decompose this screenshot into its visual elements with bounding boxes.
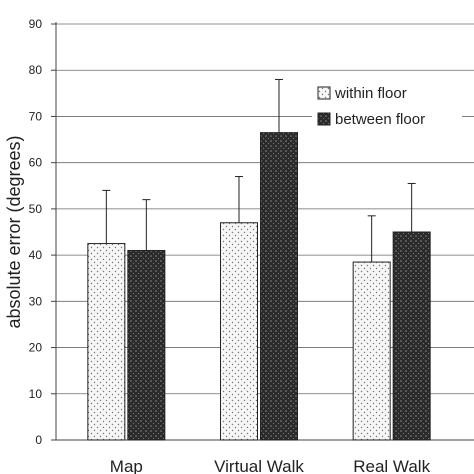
x-category-label-0: Map xyxy=(110,457,143,474)
y-axis-title: absolute error (degrees) xyxy=(4,135,24,328)
y-tick-label-10: 10 xyxy=(29,387,43,401)
legend-label-between-floor: between floor xyxy=(335,111,425,128)
bar-between-floor-1 xyxy=(260,132,298,441)
y-tick-label-90: 90 xyxy=(29,17,43,31)
bar-between-floor-0 xyxy=(127,249,166,441)
bar-within-floor-2 xyxy=(352,261,391,441)
y-tick-label-40: 40 xyxy=(29,248,43,262)
y-tick-label-60: 60 xyxy=(29,156,43,170)
x-axis-categories: Map Virtual Walk Real Walk xyxy=(110,457,431,474)
legend-swatch-between-floor xyxy=(317,112,331,126)
error-bars xyxy=(102,78,416,263)
y-axis-ticks: 0 10 20 30 40 50 60 70 80 90 xyxy=(29,17,56,447)
legend: within floor between floor xyxy=(312,80,462,132)
legend-frame xyxy=(312,80,462,132)
y-tick-label-70: 70 xyxy=(29,109,43,123)
y-tick-label-80: 80 xyxy=(29,63,43,77)
bar-within-floor-0 xyxy=(87,243,126,441)
y-tick-label-0: 0 xyxy=(35,433,42,447)
y-tick-label-20: 20 xyxy=(29,341,43,355)
legend-swatch-within-floor xyxy=(317,86,331,100)
y-tick-label-30: 30 xyxy=(29,294,43,308)
bar-between-floor-2 xyxy=(392,231,431,441)
legend-label-within-floor: within floor xyxy=(334,85,407,102)
bar-within-floor-1 xyxy=(220,222,258,441)
x-category-label-1: Virtual Walk xyxy=(214,457,304,474)
y-tick-label-50: 50 xyxy=(29,202,43,216)
x-category-label-2: Real Walk xyxy=(353,457,430,474)
